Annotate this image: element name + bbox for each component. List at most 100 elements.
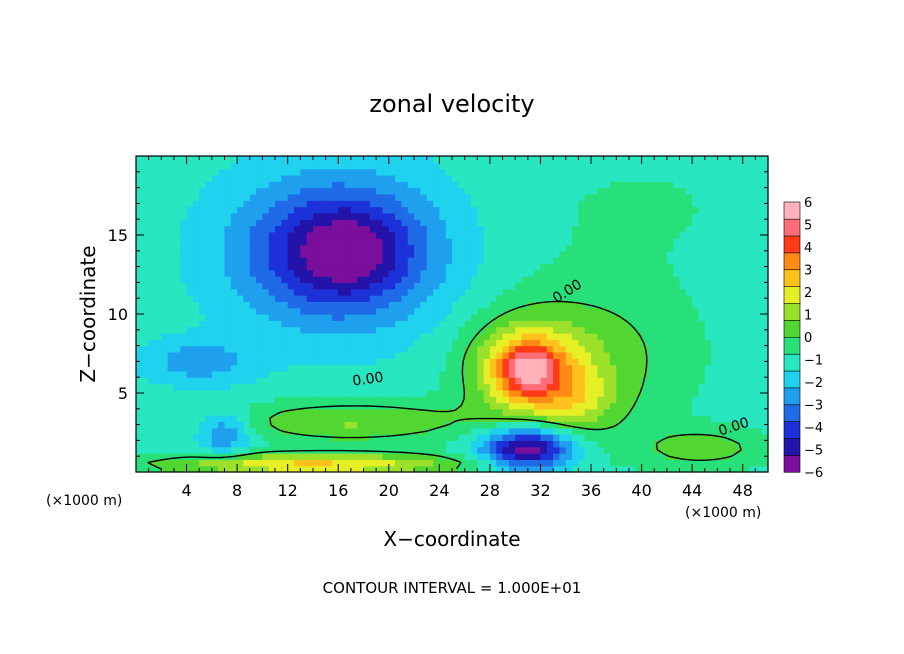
field-cell	[256, 364, 263, 372]
field-cell	[496, 187, 504, 195]
field-cell	[515, 320, 523, 328]
field-cell	[496, 332, 504, 340]
field-cell	[736, 421, 744, 429]
field-cell	[546, 231, 554, 239]
field-cell	[711, 389, 719, 397]
field-cell	[704, 383, 712, 391]
field-cell	[338, 276, 346, 283]
field-cell	[470, 396, 478, 404]
field-cell	[154, 181, 162, 189]
field-cell	[420, 187, 428, 195]
field-cell	[230, 212, 238, 220]
field-cell	[312, 427, 320, 435]
field-cell	[180, 250, 188, 258]
field-cell	[685, 295, 693, 302]
field-cell	[192, 219, 200, 227]
field-cell	[237, 389, 245, 397]
field-cell	[540, 465, 548, 473]
field-cell	[256, 440, 263, 448]
field-cell	[635, 162, 643, 170]
field-cell	[635, 465, 643, 473]
field-cell	[287, 332, 295, 340]
field-cell	[173, 427, 181, 435]
field-cell	[256, 168, 263, 176]
field-cell	[610, 345, 617, 353]
field-cell	[717, 238, 725, 246]
field-cell	[401, 332, 409, 340]
field-cell	[167, 181, 175, 189]
field-cell	[616, 282, 624, 290]
field-cell	[603, 339, 611, 347]
field-cell	[325, 263, 333, 271]
field-cell	[344, 396, 352, 404]
field-cell	[559, 320, 567, 328]
field-cell	[142, 408, 150, 416]
field-cell	[173, 162, 181, 170]
field-cell	[154, 263, 162, 271]
field-cell	[275, 288, 282, 296]
field-cell	[407, 212, 415, 220]
field-cell	[433, 358, 440, 366]
field-cell	[249, 364, 257, 372]
field-cell	[470, 187, 478, 195]
field-cell	[572, 263, 579, 271]
field-cell	[211, 345, 219, 353]
field-cell	[205, 345, 213, 353]
field-cell	[730, 257, 737, 265]
field-cell	[521, 440, 529, 448]
field-cell	[192, 427, 200, 435]
field-cell	[742, 383, 750, 391]
field-cell	[167, 250, 175, 258]
field-cell	[426, 465, 434, 473]
field-cell	[199, 212, 207, 220]
field-cell	[572, 383, 579, 391]
field-cell	[597, 453, 605, 460]
field-cell	[256, 326, 263, 334]
field-cell	[572, 351, 579, 359]
field-cell	[464, 301, 472, 309]
field-cell	[679, 219, 687, 227]
field-cell	[407, 276, 415, 283]
field-cell	[218, 307, 226, 315]
field-cell	[237, 187, 245, 195]
field-cell	[167, 383, 175, 391]
field-cell	[426, 156, 434, 163]
field-cell	[268, 440, 276, 448]
field-cell	[256, 181, 263, 189]
field-cell	[294, 282, 301, 290]
field-cell	[338, 225, 346, 233]
field-cell	[300, 459, 308, 467]
field-cell	[173, 396, 181, 404]
field-cell	[477, 427, 485, 435]
field-cell	[572, 276, 579, 283]
field-cell	[603, 465, 611, 473]
field-cell	[717, 156, 725, 163]
field-cell	[660, 206, 668, 214]
field-cell	[502, 269, 510, 277]
field-cell	[527, 396, 535, 404]
field-cell	[281, 465, 289, 473]
field-cell	[628, 465, 636, 473]
field-cell	[173, 402, 181, 410]
field-cell	[395, 295, 403, 302]
field-cell	[357, 465, 365, 473]
field-cell	[395, 206, 403, 214]
field-cell	[742, 269, 750, 277]
field-cell	[698, 263, 706, 271]
field-cell	[186, 459, 194, 467]
field-cell	[685, 383, 693, 391]
field-cell	[281, 408, 289, 416]
field-cell	[173, 364, 181, 372]
field-cell	[173, 276, 181, 283]
field-cell	[180, 231, 188, 239]
field-cell	[439, 250, 447, 258]
field-cell	[559, 339, 567, 347]
field-cell	[553, 156, 561, 163]
field-cell	[464, 193, 472, 201]
field-cell	[515, 257, 523, 265]
field-cell	[211, 446, 219, 454]
field-cell	[407, 446, 415, 454]
field-cell	[237, 168, 245, 176]
field-cell	[603, 440, 611, 448]
field-cell	[622, 358, 630, 366]
